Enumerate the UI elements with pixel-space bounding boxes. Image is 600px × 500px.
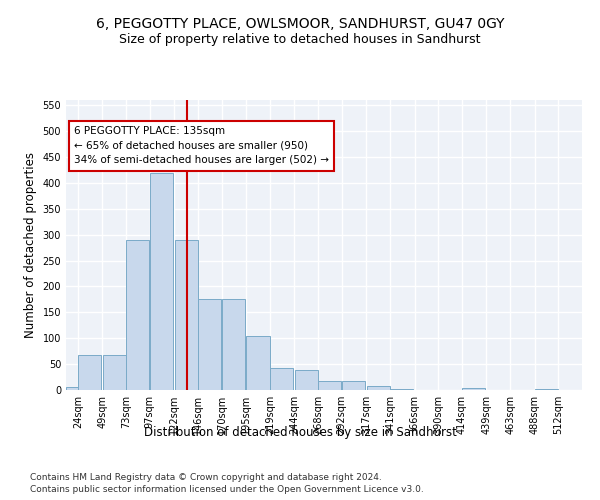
- Bar: [127, 240, 149, 390]
- Bar: [270, 368, 293, 390]
- Bar: [150, 172, 173, 390]
- Bar: [462, 388, 485, 390]
- Bar: [367, 386, 390, 390]
- Bar: [319, 381, 341, 390]
- Bar: [198, 300, 221, 390]
- Bar: [103, 355, 126, 390]
- Text: Size of property relative to detached houses in Sandhurst: Size of property relative to detached ho…: [119, 32, 481, 46]
- Bar: [66, 388, 89, 390]
- Bar: [535, 389, 558, 390]
- Bar: [175, 240, 198, 390]
- Text: Distribution of detached houses by size in Sandhurst: Distribution of detached houses by size …: [143, 426, 457, 439]
- Text: Contains public sector information licensed under the Open Government Licence v3: Contains public sector information licen…: [30, 485, 424, 494]
- Bar: [390, 389, 413, 390]
- Text: 6, PEGGOTTY PLACE, OWLSMOOR, SANDHURST, GU47 0GY: 6, PEGGOTTY PLACE, OWLSMOOR, SANDHURST, …: [96, 18, 504, 32]
- Bar: [78, 355, 101, 390]
- Text: 6 PEGGOTTY PLACE: 135sqm
← 65% of detached houses are smaller (950)
34% of semi-: 6 PEGGOTTY PLACE: 135sqm ← 65% of detach…: [74, 126, 329, 166]
- Bar: [295, 370, 318, 390]
- Bar: [247, 336, 269, 390]
- Text: Contains HM Land Registry data © Crown copyright and database right 2024.: Contains HM Land Registry data © Crown c…: [30, 472, 382, 482]
- Y-axis label: Number of detached properties: Number of detached properties: [24, 152, 37, 338]
- Bar: [222, 300, 245, 390]
- Bar: [342, 381, 365, 390]
